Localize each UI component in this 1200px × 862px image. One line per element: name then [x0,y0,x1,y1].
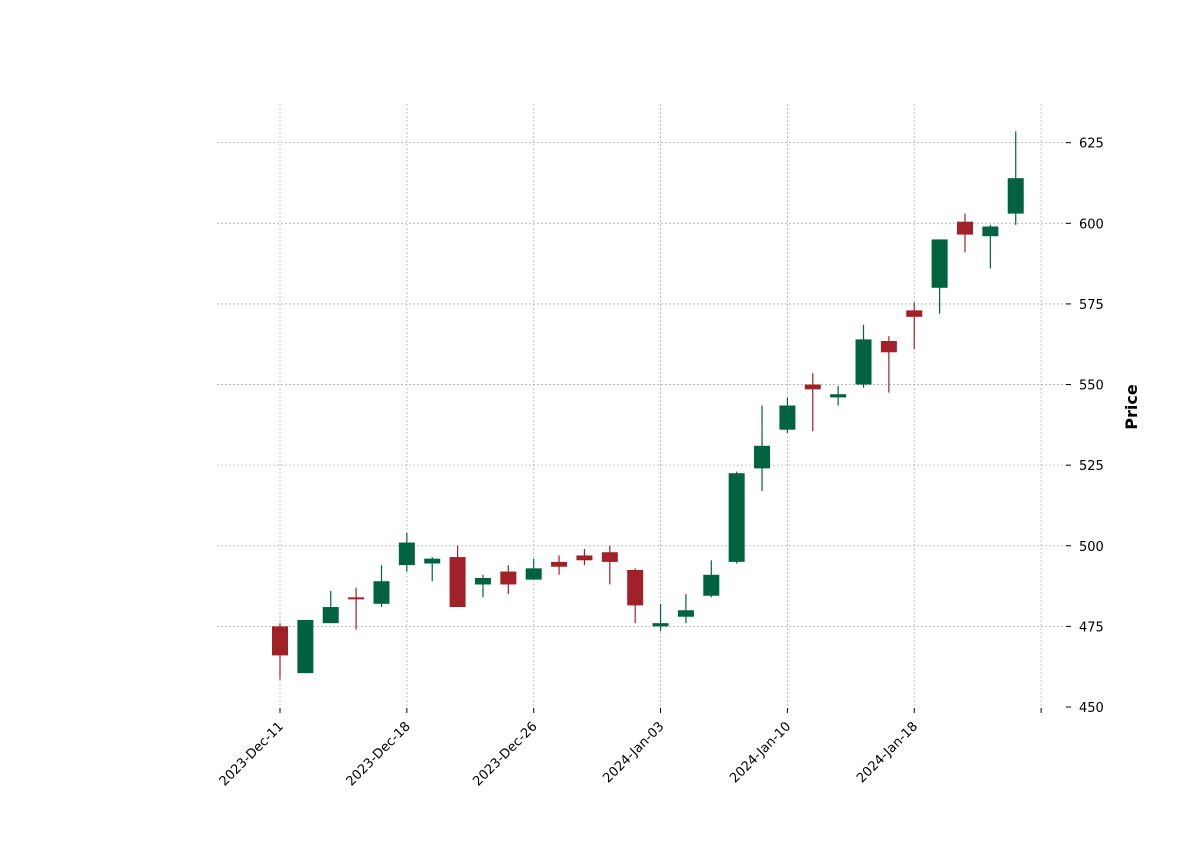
y-tick-label: 475 [1079,620,1104,635]
candle-body [855,339,872,385]
candle [424,557,441,582]
y-tick-label: 500 [1079,540,1104,555]
candle-body [627,569,644,606]
candle [601,545,618,585]
candle-body [728,473,745,562]
candle-body [754,445,771,469]
candle [322,590,339,624]
candle-body [931,239,948,288]
candle-body [272,626,288,656]
x-tick-label: 2024-Jan-03 [600,719,667,786]
y-axis-title: Price [1122,384,1141,430]
candle-body [982,226,999,237]
candle [576,548,593,566]
candle-body [703,574,720,596]
candle-body [424,558,441,564]
candle-body [906,310,923,317]
x-axis: 2023-Dec-11 2023-Dec-18 2023-Dec-26 2024-Ja… [217,708,1042,789]
y-tick-label: 450 [1079,701,1104,716]
candle [754,405,771,491]
candle [830,386,847,406]
x-tick-label: 2024-Jan-18 [854,719,921,786]
y-axis: 450 475 500 525 550 575 600 625 [1066,137,1104,716]
candle-body [551,561,568,567]
candle-body [348,597,365,600]
candle [804,373,821,432]
candle [297,619,314,674]
candle-body [398,542,415,566]
candle [500,565,517,595]
y-tick-label: 550 [1079,379,1104,394]
candle [398,532,415,572]
y-tick-label: 600 [1079,217,1104,232]
candle [272,623,288,680]
candle [373,565,390,608]
candle [906,302,923,350]
candle [880,336,897,393]
candle [779,397,796,433]
y-tick-label: 525 [1079,459,1104,474]
candle-body [322,607,339,624]
candle [677,594,694,624]
candle-body [449,557,466,608]
candle-body [373,581,390,604]
candle [474,574,491,598]
candle-body [525,568,542,580]
candle-body [601,552,618,562]
candle [1007,131,1024,225]
candle [855,324,872,388]
x-tick-label: 2024-Jan-10 [727,719,794,786]
candle-body [779,405,796,430]
candle [627,568,644,624]
candle-body [677,610,694,617]
candle [652,603,669,632]
x-tick-label: 2023-Dec-26 [470,719,540,789]
candle [982,224,999,269]
candle-body [297,619,314,674]
y-tick-label: 575 [1079,298,1104,313]
candles-layer [272,131,1024,680]
candle-body [1007,178,1024,214]
candle [449,545,466,608]
candle [703,560,720,598]
grid-layer [217,104,1066,707]
candle [348,587,365,630]
candle-body [956,221,973,235]
candle-body [576,555,593,561]
candle [525,558,542,580]
candle [931,239,948,314]
candle-body [804,384,821,390]
candle-body [474,578,491,585]
candle [551,555,568,575]
x-tick-label: 2023-Dec-11 [217,719,287,789]
candle [956,213,973,253]
candle [728,471,745,564]
candle-body [652,623,669,627]
candle-body [880,341,897,353]
candle-body [500,571,517,585]
x-tick-label: 2023-Dec-18 [344,719,414,789]
y-tick-label: 625 [1079,137,1104,152]
candle-body [830,394,847,398]
